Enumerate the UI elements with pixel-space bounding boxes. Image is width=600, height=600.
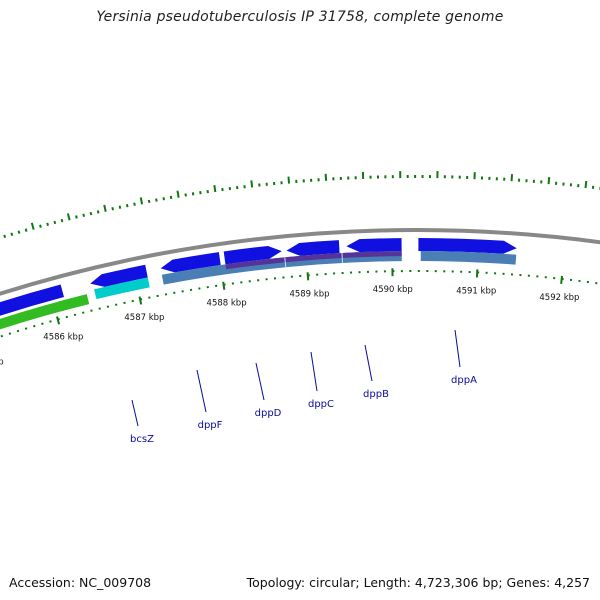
gene-label: dppD <box>255 408 282 419</box>
inner-tick-major <box>138 296 143 305</box>
tick-label: 4587 kbp <box>124 313 164 323</box>
outer-tick-mark <box>53 220 57 225</box>
gene-callout-lines <box>131 329 461 427</box>
gene-callout <box>454 329 461 368</box>
gene-callout <box>196 369 207 413</box>
inner-tick-major <box>56 316 61 325</box>
inner-tick-dot <box>65 315 69 319</box>
cds-arrow <box>418 238 517 254</box>
gene-label: dppA <box>451 375 477 386</box>
inner-tick-dot <box>24 327 28 330</box>
outer-tick-mark <box>10 232 14 236</box>
gene-label: dppB <box>363 389 389 400</box>
cds-arrow <box>346 238 402 253</box>
outer-tick-mark <box>46 222 49 226</box>
feature-track <box>0 238 517 316</box>
gene-labels: bcsZ dppF dppD dppC dppB dppA <box>130 375 477 445</box>
gc-band-left-mid <box>57 294 90 312</box>
outer-tick-mark <box>17 230 21 234</box>
cds-arrow <box>160 252 221 273</box>
inner-tick-dot <box>16 329 20 333</box>
outer-tick-mark <box>125 204 129 208</box>
tick-label: 4588 kbp <box>207 299 247 309</box>
outer-tick-mark <box>584 180 588 189</box>
backbone-arc <box>0 228 600 296</box>
inner-tick-major <box>306 272 310 281</box>
feature-divider <box>341 252 344 264</box>
outer-tick-mark <box>111 207 114 211</box>
tick-label: 4589 kbp <box>289 289 329 299</box>
outer-tick-mark <box>118 205 122 209</box>
inner-tick-dot <box>0 334 4 338</box>
outer-tick-mark <box>66 213 71 221</box>
accession-text: Accession: NC_009708 <box>9 575 152 590</box>
genome-backbone <box>0 228 600 296</box>
gene-callout <box>310 351 318 392</box>
outer-tick-ring <box>3 171 600 239</box>
outer-tick-mark <box>82 213 85 217</box>
outer-tick-mark <box>169 195 173 200</box>
outer-tick-mark <box>39 224 42 228</box>
outer-tick-mark <box>213 184 217 193</box>
outer-tick-mark <box>96 210 100 214</box>
outer-tick-mark <box>30 222 35 230</box>
gene-callout <box>364 344 373 382</box>
gene-callout <box>255 362 265 401</box>
tick-label: 4591 kbp <box>456 286 496 296</box>
outer-tick-mark <box>75 215 78 219</box>
outer-tick-mark <box>287 176 291 184</box>
inner-tick-dot <box>41 322 44 326</box>
outer-tick-mark <box>147 199 151 204</box>
cds-arrow <box>223 245 282 265</box>
dpp-subfeature <box>225 251 402 270</box>
inner-tick-major <box>560 275 564 284</box>
outer-tick-mark <box>133 202 136 206</box>
outer-tick-mark <box>162 197 165 201</box>
outer-tick-mark <box>60 218 64 223</box>
inner-tick-dot <box>32 324 36 328</box>
outer-tick-mark <box>89 211 93 216</box>
gene-label: dppF <box>198 420 223 431</box>
outer-tick-mark <box>139 197 144 205</box>
map-title: Yersinia pseudotuberculosis IP 31758, co… <box>96 9 504 25</box>
outer-tick-mark <box>176 190 180 198</box>
outer-tick-mark <box>103 204 107 212</box>
tick-label: 4592 kbp <box>539 293 579 303</box>
tick-label: 4586 kbp <box>43 333 83 343</box>
gc-skew-track <box>0 294 90 330</box>
genome-summary-text: Topology: circular; Length: 4,723,306 bp… <box>246 575 590 590</box>
gene-label: dppC <box>308 399 334 410</box>
tick-label: 4585 kbp <box>0 357 4 367</box>
cds-arrow <box>286 240 340 256</box>
outer-tick-mark <box>547 177 551 185</box>
inner-tick-dot <box>49 320 52 323</box>
bcsZ-feature <box>94 277 150 300</box>
tick-label: 4590 kbp <box>373 285 413 295</box>
inner-tick-major <box>222 281 226 290</box>
dppA-feature <box>420 251 517 265</box>
feature-divider <box>284 257 287 268</box>
outer-tick-mark <box>250 180 254 188</box>
inner-tick-dot <box>73 313 77 317</box>
cds-arrow <box>90 264 148 287</box>
outer-tick-mark <box>24 228 28 232</box>
inner-tick-dot <box>8 332 12 335</box>
cds-arrow <box>0 284 64 316</box>
tick-labels: 4585 kbp 4586 kbp 4587 kbp 4588 kbp 4589 kbp… <box>0 285 579 367</box>
outer-tick-mark <box>155 198 158 202</box>
gene-label: bcsZ <box>130 434 154 445</box>
inner-tick-ring <box>0 268 598 338</box>
gene-callout <box>131 399 139 427</box>
dpp-operon-feature <box>161 251 402 285</box>
outer-tick-mark <box>3 234 7 239</box>
